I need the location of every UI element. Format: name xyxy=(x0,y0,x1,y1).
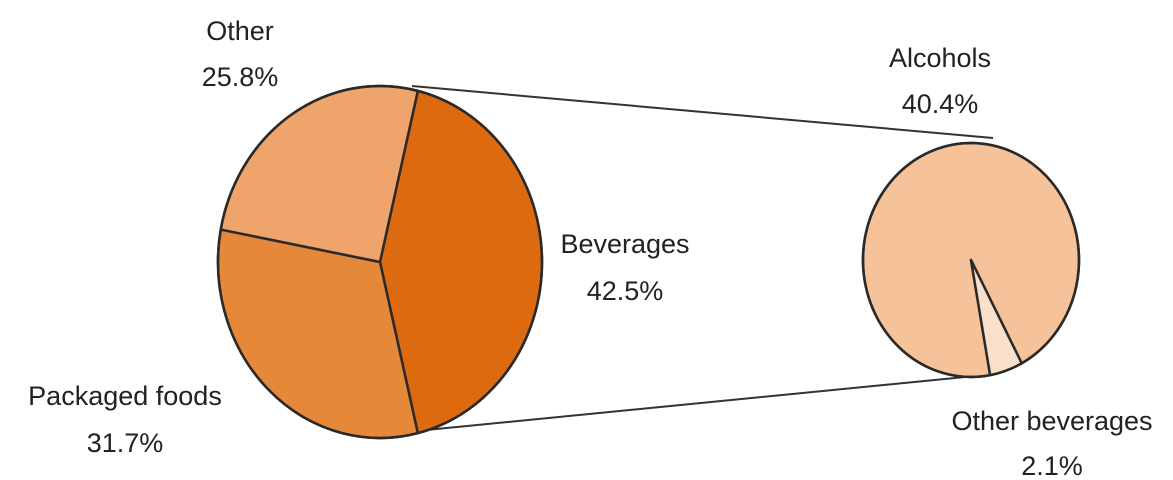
slice-label-other-beverages: Other beverages xyxy=(951,406,1152,436)
slice-value-other: 25.8% xyxy=(202,62,279,92)
slice-value-packaged-foods: 31.7% xyxy=(87,428,164,458)
slice-label-packaged-foods: Packaged foods xyxy=(28,381,222,411)
slice-label-alcohols: Alcohols xyxy=(889,43,991,73)
main-pie xyxy=(216,84,544,440)
connector-line-bottom xyxy=(415,376,966,432)
main-pie-outline xyxy=(216,84,544,440)
slice-value-other-beverages: 2.1% xyxy=(1021,451,1083,480)
connector-line-top xyxy=(411,85,994,139)
breakout-pie-outline xyxy=(861,141,1081,379)
slice-value-alcohols: 40.4% xyxy=(902,89,979,119)
breakout-pie xyxy=(861,141,1081,379)
breakout-pie-labels: Alcohols 40.4% Other beverages 2.1% xyxy=(889,43,1153,480)
slice-label-other: Other xyxy=(206,16,274,46)
slice-value-beverages: 42.5% xyxy=(587,276,664,306)
main-pie-labels: Other 25.8% Beverages 42.5% Packaged foo… xyxy=(28,16,689,458)
slice-label-beverages: Beverages xyxy=(560,229,689,259)
